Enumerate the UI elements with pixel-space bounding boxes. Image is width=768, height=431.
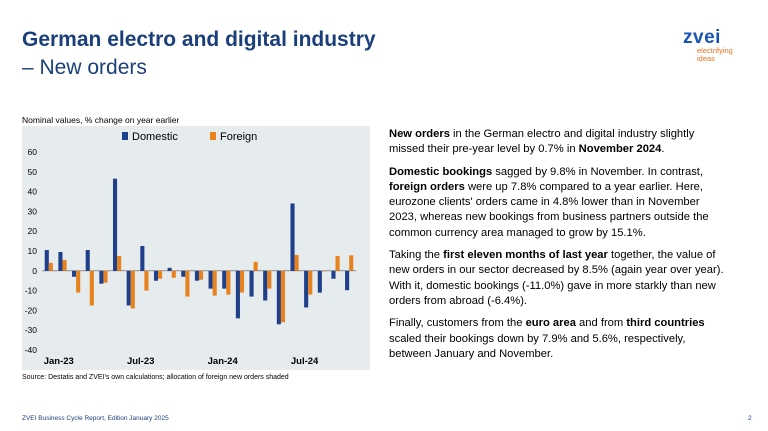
emphasis-text: euro area bbox=[525, 317, 576, 330]
foreign-bar bbox=[267, 270, 272, 289]
body-text: sagged by 9.8% in November. In contrast, bbox=[492, 165, 704, 178]
zvei-logo: zvei electrifying ideas bbox=[683, 28, 753, 63]
commentary: New orders in the German electro and dig… bbox=[389, 127, 729, 369]
foreign-bar bbox=[280, 270, 286, 323]
domestic-bar bbox=[72, 270, 77, 277]
emphasis-text: first eleven months of last year bbox=[443, 249, 608, 262]
domestic-bar bbox=[167, 267, 172, 271]
domestic-bar bbox=[181, 270, 186, 277]
body-text: Taking the bbox=[389, 249, 444, 262]
paragraph-3: Taking the first eleven months of last y… bbox=[389, 248, 729, 309]
foreign-bar bbox=[226, 270, 231, 295]
x-tick-label: Jan-23 bbox=[44, 356, 74, 367]
paragraph-4: Finally, customers from the euro area an… bbox=[389, 316, 729, 362]
y-tick-label: 10 bbox=[28, 246, 38, 256]
domestic-bar bbox=[249, 270, 254, 297]
foreign-bar bbox=[48, 262, 53, 271]
x-tick-label: Jul-23 bbox=[127, 356, 154, 367]
foreign-bar bbox=[130, 270, 135, 309]
foreign-bar bbox=[349, 255, 354, 271]
emphasis-text: foreign orders bbox=[389, 180, 465, 193]
foreign-bar bbox=[158, 270, 163, 279]
domestic-bar bbox=[112, 178, 118, 271]
foreign-bar bbox=[103, 270, 108, 283]
domestic-bar bbox=[290, 203, 295, 271]
domestic-bar bbox=[99, 270, 104, 284]
x-tick-label: Jul-24 bbox=[291, 356, 319, 367]
paragraph-2: Domestic bookings sagged by 9.8% in Nove… bbox=[389, 165, 729, 241]
y-tick-label: -20 bbox=[25, 305, 38, 315]
legend-swatch bbox=[122, 132, 128, 140]
y-tick-label: 20 bbox=[28, 226, 38, 236]
domestic-bar bbox=[140, 246, 145, 271]
foreign-bar bbox=[62, 259, 67, 271]
paragraph-1: New orders in the German electro and dig… bbox=[389, 127, 729, 158]
foreign-bar bbox=[294, 254, 299, 271]
y-tick-label: 0 bbox=[32, 266, 37, 276]
foreign-bar bbox=[239, 270, 245, 293]
domestic-bar bbox=[126, 270, 131, 306]
body-text: scaled their bookings down by 7.9% and 5… bbox=[389, 332, 686, 360]
y-tick-label: 40 bbox=[28, 187, 38, 197]
domestic-bar bbox=[235, 270, 240, 319]
domestic-bar bbox=[263, 270, 268, 301]
legend-swatch bbox=[210, 132, 216, 140]
domestic-bar bbox=[222, 270, 227, 289]
domestic-bar bbox=[345, 270, 350, 291]
foreign-bar bbox=[199, 270, 204, 280]
legend-label: Foreign bbox=[220, 131, 257, 143]
foreign-bar bbox=[335, 255, 340, 271]
emphasis-text: New orders bbox=[389, 128, 450, 140]
domestic-bar bbox=[208, 270, 213, 289]
foreign-bar bbox=[117, 255, 122, 271]
domestic-bar bbox=[85, 250, 90, 271]
page-subtitle: – New orders bbox=[22, 56, 147, 79]
domestic-bar bbox=[276, 270, 281, 325]
domestic-bar bbox=[44, 250, 49, 271]
logo-tagline-2: ideas bbox=[697, 54, 715, 63]
domestic-bar bbox=[58, 251, 63, 271]
footer-report: ZVEI Business Cycle Report, Edition Janu… bbox=[22, 415, 169, 422]
domestic-bar bbox=[194, 270, 199, 281]
body-text: were up 7.8% compared to a year earlier.… bbox=[389, 180, 709, 239]
x-tick-label: Jan-24 bbox=[208, 356, 239, 367]
y-tick-label: 50 bbox=[28, 167, 38, 177]
body-text: Finally, customers from the bbox=[389, 317, 526, 330]
logo-tagline-1: electrifying bbox=[697, 46, 733, 55]
foreign-bar bbox=[253, 261, 258, 271]
bar-chart: 60 50 40 30 20 10 0 -10 -20 -30 -40 Jan-23 Jul-23 Jan… bbox=[25, 131, 356, 367]
body-text: together, the value of new orders in our… bbox=[389, 249, 724, 307]
page-number: 2 bbox=[748, 415, 752, 422]
page-title: German electro and digital industry bbox=[22, 28, 376, 51]
y-tick-label: -30 bbox=[25, 325, 38, 335]
foreign-bar bbox=[89, 270, 94, 306]
body-text: and from bbox=[575, 317, 627, 330]
foreign-bar bbox=[321, 270, 326, 272]
emphasis-text: November 2024 bbox=[578, 143, 662, 156]
chart-area: 60 50 40 30 20 10 0 -10 -20 -30 -40 Jan-23 Jul-23 Jan… bbox=[22, 126, 370, 370]
y-tick-label: -10 bbox=[25, 286, 38, 296]
body-text: . bbox=[661, 143, 665, 156]
emphasis-text: Domestic bookings bbox=[389, 165, 493, 178]
y-tick-label: 60 bbox=[28, 147, 38, 157]
foreign-bar bbox=[144, 270, 149, 291]
domestic-bar bbox=[331, 270, 336, 279]
body-text: in the German electro and digital indust… bbox=[389, 128, 695, 156]
y-tick-label: 30 bbox=[28, 206, 38, 216]
foreign-bar bbox=[76, 270, 81, 293]
foreign-bar bbox=[171, 270, 176, 278]
source-note: Source: Destatis and ZVEI's own calculat… bbox=[22, 374, 289, 381]
domestic-bar bbox=[304, 270, 309, 308]
foreign-bar bbox=[185, 270, 190, 297]
legend-label: Domestic bbox=[132, 131, 178, 143]
foreign-bar bbox=[212, 270, 217, 296]
domestic-bar bbox=[317, 270, 322, 293]
domestic-bar bbox=[153, 270, 159, 281]
emphasis-text: third countries bbox=[626, 317, 705, 330]
foreign-bar bbox=[308, 270, 313, 295]
logo-wordmark: zvei bbox=[683, 27, 721, 48]
y-tick-label: -40 bbox=[25, 345, 38, 355]
chart-note: Nominal values, % change on year earlier bbox=[22, 115, 180, 125]
